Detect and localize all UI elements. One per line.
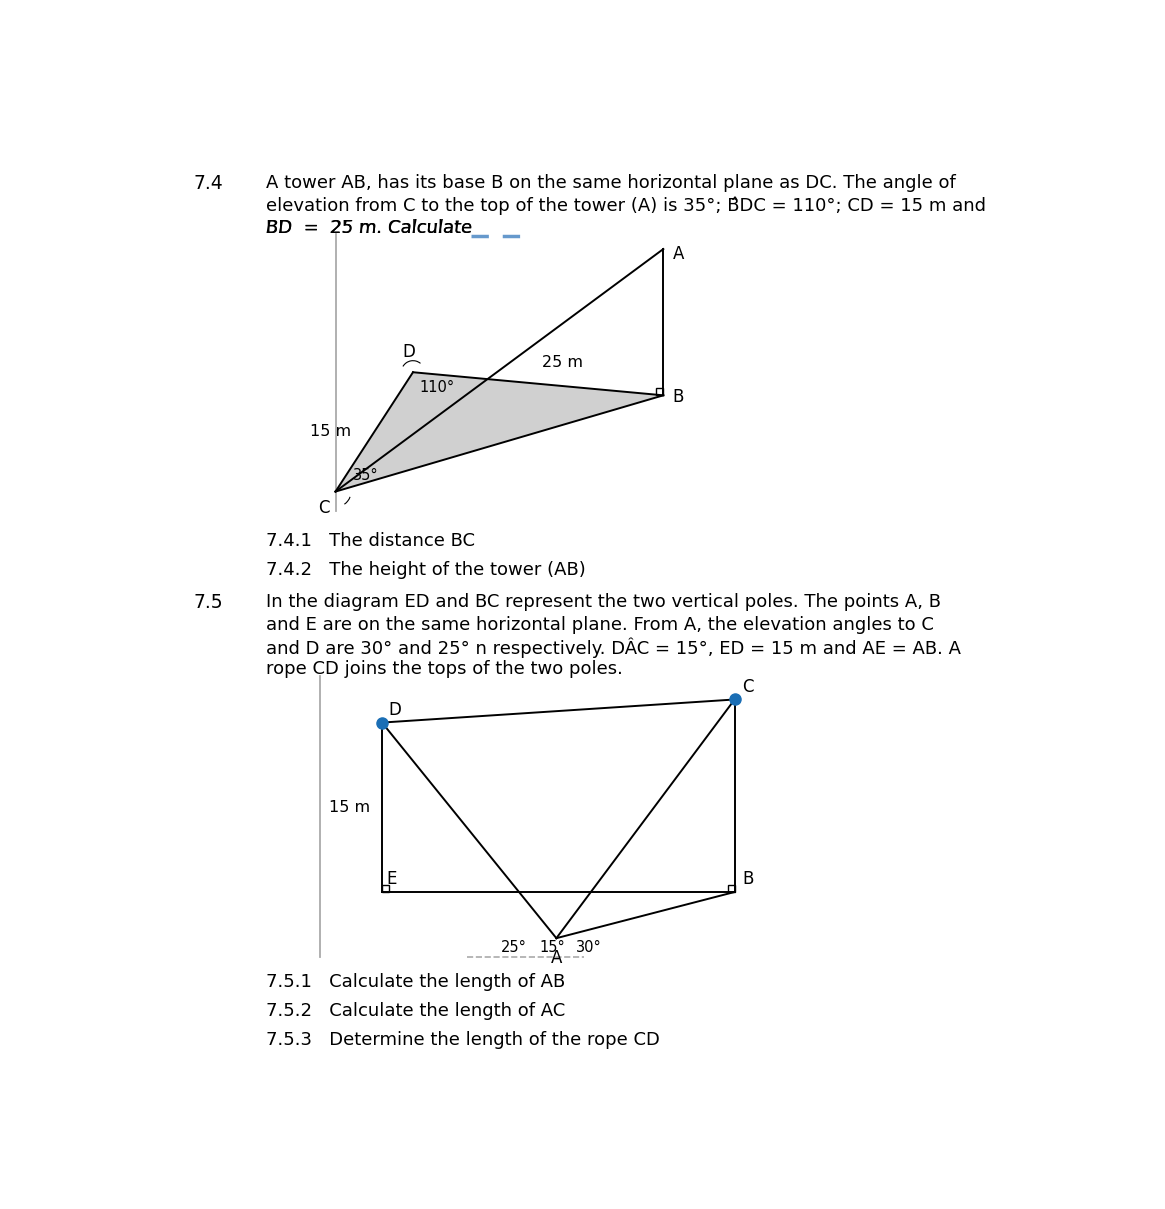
Text: BD  =  25 m. Calculate: BD = 25 m. Calculate bbox=[266, 219, 472, 237]
Text: 15 m: 15 m bbox=[310, 424, 351, 439]
Text: 35°: 35° bbox=[353, 468, 379, 484]
Text: 15 m: 15 m bbox=[330, 800, 370, 815]
Text: 7.5.1   Calculate the length of AB: 7.5.1 Calculate the length of AB bbox=[266, 973, 565, 991]
Text: 110°: 110° bbox=[419, 380, 454, 395]
Text: B: B bbox=[742, 870, 754, 889]
Text: 7.5: 7.5 bbox=[193, 594, 224, 612]
Text: 30°: 30° bbox=[576, 939, 602, 955]
Text: 15°: 15° bbox=[539, 939, 565, 955]
Text: elevation from C to the top of the tower (A) is 35°; B̂DC = 110°; CD = 15 m and: elevation from C to the top of the tower… bbox=[266, 197, 986, 215]
Text: In the diagram ED and BC represent the two vertical poles. The points A, B: In the diagram ED and BC represent the t… bbox=[266, 594, 941, 612]
Text: 7.4.1   The distance BC: 7.4.1 The distance BC bbox=[266, 532, 475, 550]
Text: A tower AB, has its base B on the same horizontal plane as DC. The angle of: A tower AB, has its base B on the same h… bbox=[266, 174, 955, 192]
Text: 25°: 25° bbox=[501, 939, 527, 955]
Polygon shape bbox=[336, 372, 663, 492]
Text: D: D bbox=[388, 701, 401, 718]
Text: 25 m: 25 m bbox=[542, 355, 582, 370]
Text: and E are on the same horizontal plane. From A, the elevation angles to C: and E are on the same horizontal plane. … bbox=[266, 615, 933, 634]
Text: 7.4.2   The height of the tower (AB): 7.4.2 The height of the tower (AB) bbox=[266, 561, 586, 579]
Text: E: E bbox=[386, 870, 396, 889]
Text: 7.4: 7.4 bbox=[193, 174, 224, 193]
Text: C: C bbox=[742, 677, 754, 695]
Text: 7.5.3   Determine the length of the rope CD: 7.5.3 Determine the length of the rope C… bbox=[266, 1031, 659, 1049]
Text: A: A bbox=[672, 245, 684, 264]
Text: D: D bbox=[403, 343, 416, 361]
Text: rope CD joins the tops of the two poles.: rope CD joins the tops of the two poles. bbox=[266, 660, 622, 678]
Text: BD  =  25 m. Calculate: BD = 25 m. Calculate bbox=[266, 219, 472, 237]
Text: and D are 30° and 25° n respectively. DÂC = 15°, ED = 15 m and AE = AB. A: and D are 30° and 25° n respectively. DÂ… bbox=[266, 638, 961, 659]
Text: B: B bbox=[672, 388, 684, 406]
Text: A: A bbox=[551, 949, 562, 967]
Text: C: C bbox=[318, 499, 330, 517]
Text: 7.5.2   Calculate the length of AC: 7.5.2 Calculate the length of AC bbox=[266, 1002, 565, 1020]
